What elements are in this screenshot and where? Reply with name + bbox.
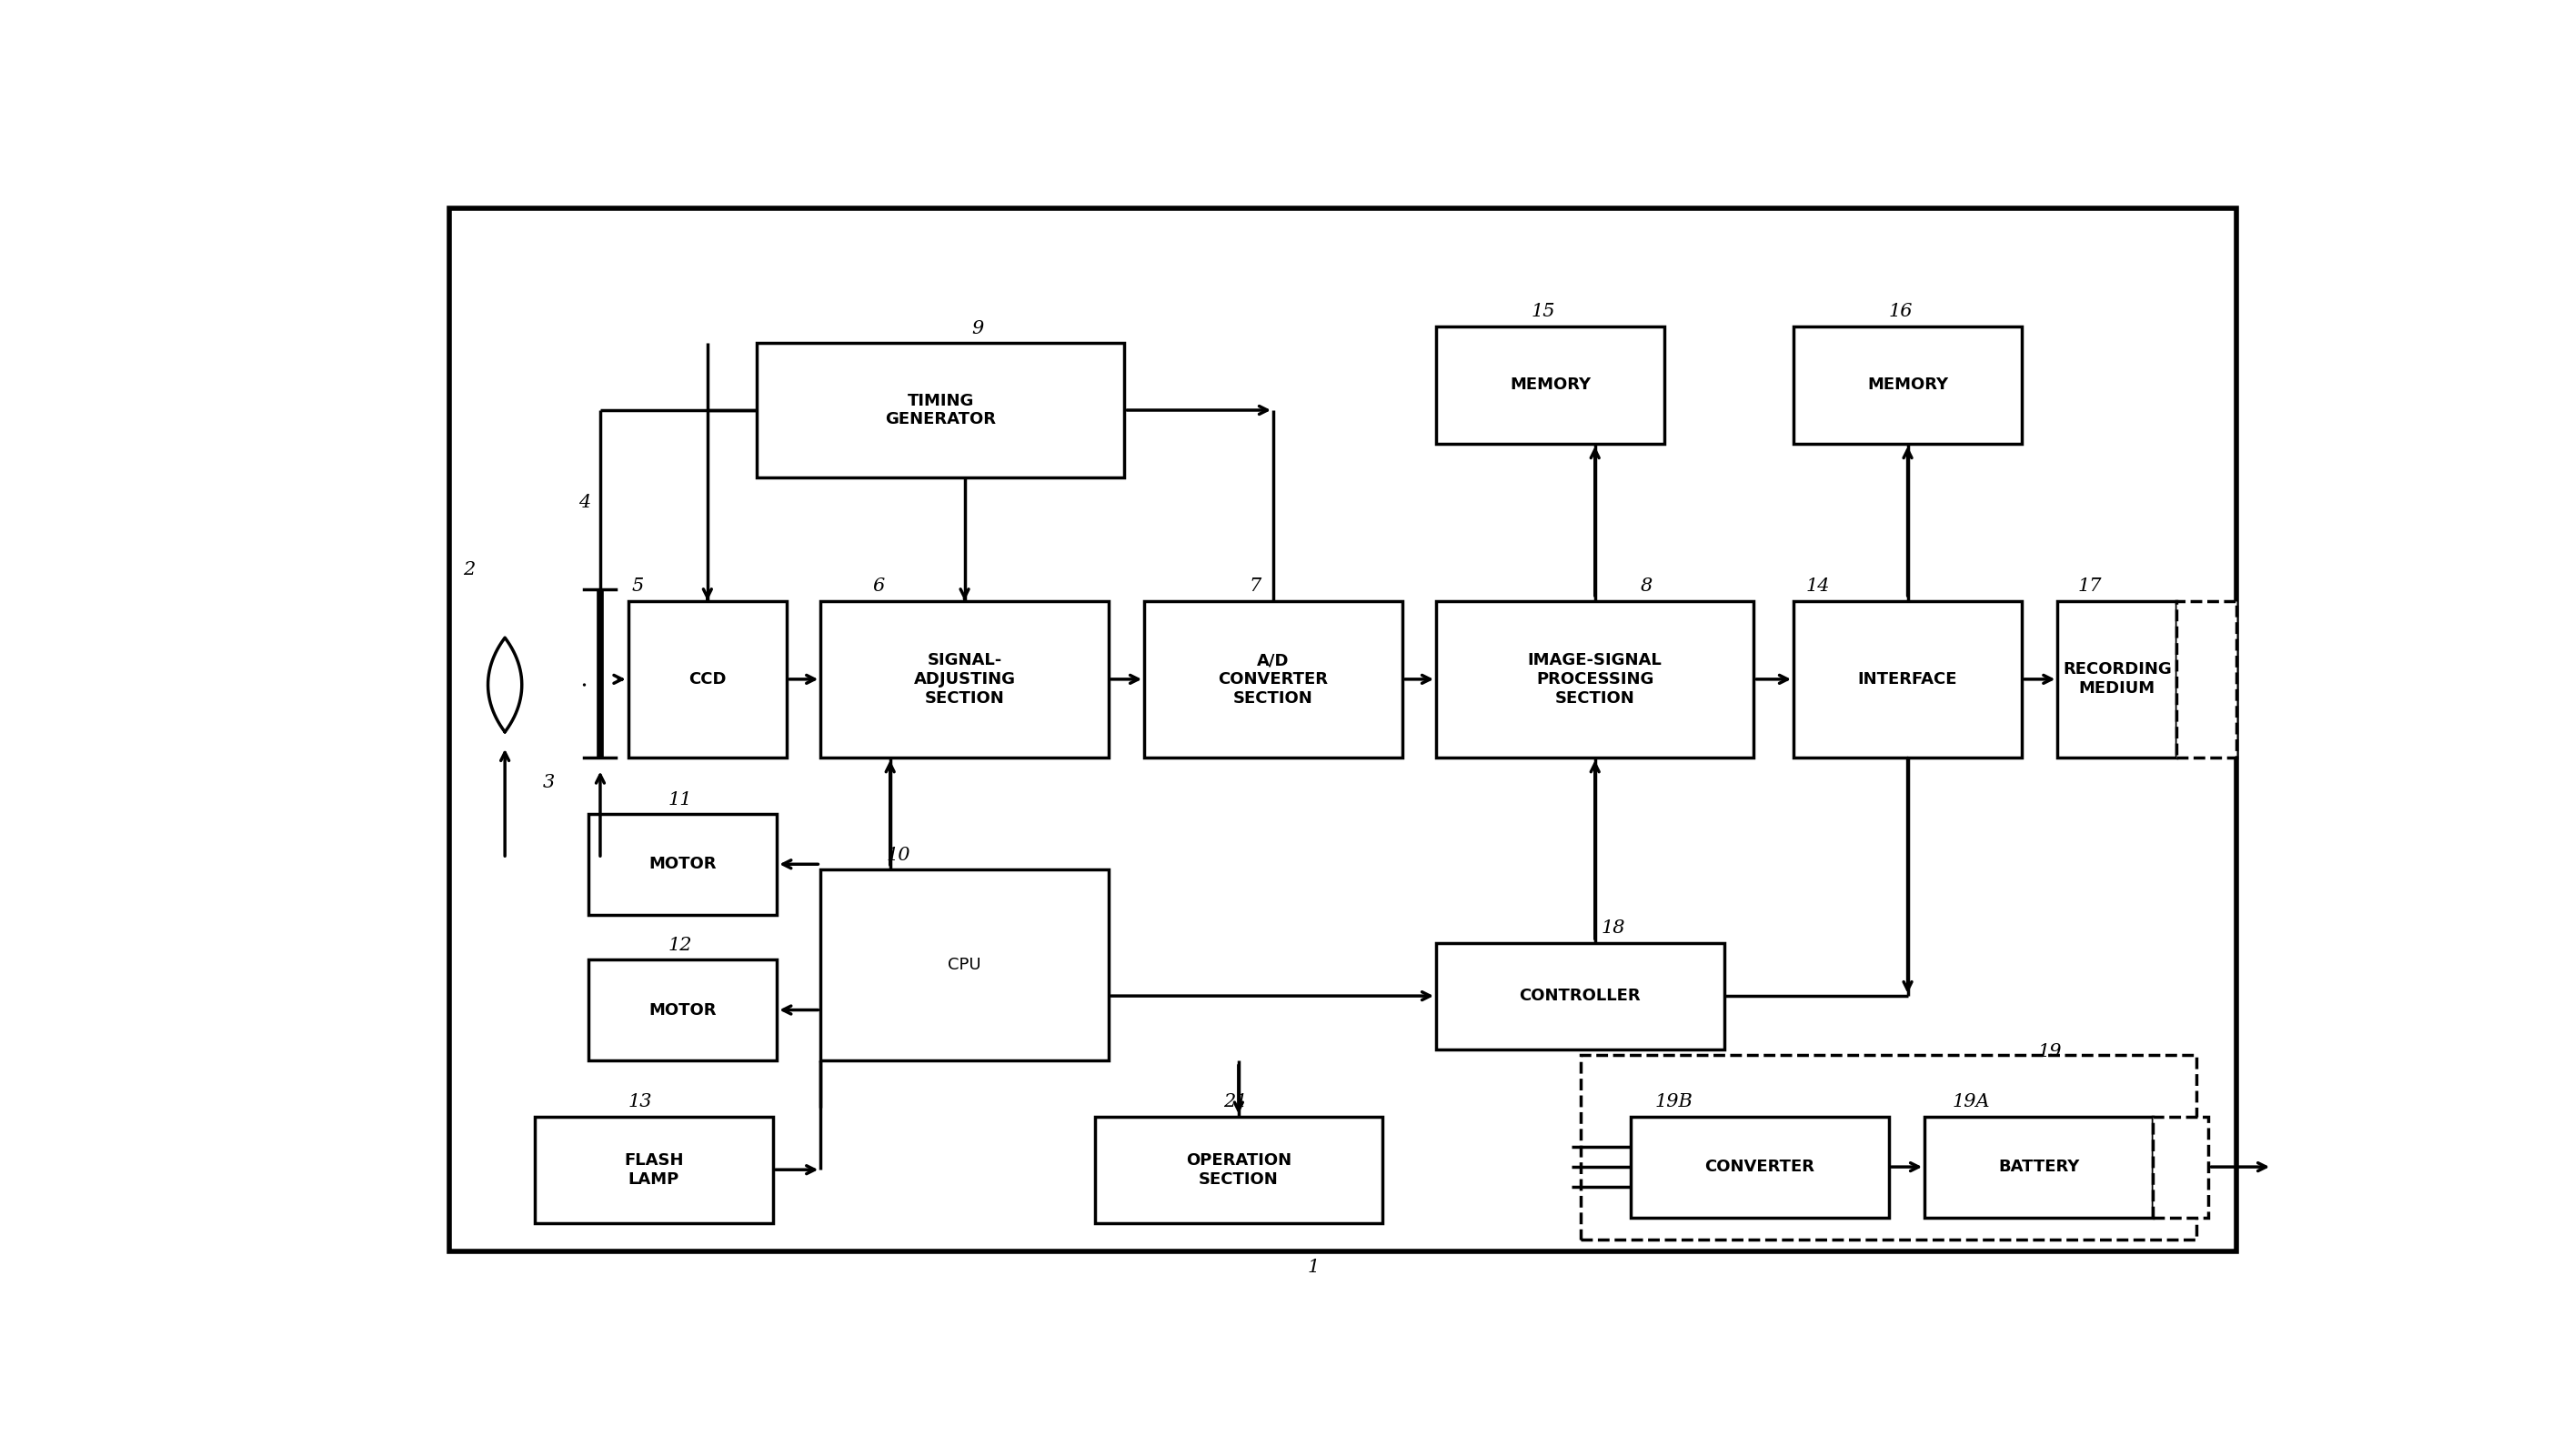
FancyBboxPatch shape bbox=[1793, 326, 2021, 444]
Text: A/D
CONVERTER
SECTION: A/D CONVERTER SECTION bbox=[1220, 652, 1327, 706]
Text: 4: 4 bbox=[579, 494, 589, 511]
Text: 19B: 19B bbox=[1655, 1093, 1693, 1111]
FancyBboxPatch shape bbox=[1094, 1117, 1383, 1223]
Text: BATTERY: BATTERY bbox=[1998, 1159, 2080, 1175]
Text: 19A: 19A bbox=[1952, 1093, 1991, 1111]
Text: 11: 11 bbox=[669, 791, 692, 808]
FancyBboxPatch shape bbox=[1924, 1117, 2152, 1217]
Text: 2: 2 bbox=[464, 561, 477, 578]
FancyBboxPatch shape bbox=[820, 601, 1109, 757]
Text: RECORDING
MEDIUM: RECORDING MEDIUM bbox=[2062, 661, 2173, 697]
FancyBboxPatch shape bbox=[535, 1117, 774, 1223]
Text: 3: 3 bbox=[543, 775, 556, 792]
Text: MOTOR: MOTOR bbox=[648, 1002, 717, 1018]
Text: 14: 14 bbox=[1806, 578, 1829, 596]
Text: SIGNAL-
ADJUSTING
SECTION: SIGNAL- ADJUSTING SECTION bbox=[915, 652, 1015, 706]
Text: 7: 7 bbox=[1250, 578, 1261, 596]
Text: 9: 9 bbox=[971, 320, 984, 338]
FancyBboxPatch shape bbox=[1437, 326, 1665, 444]
Text: 12: 12 bbox=[669, 936, 692, 954]
Text: IMAGE-SIGNAL
PROCESSING
SECTION: IMAGE-SIGNAL PROCESSING SECTION bbox=[1527, 652, 1663, 706]
Text: CONVERTER: CONVERTER bbox=[1704, 1159, 1814, 1175]
FancyBboxPatch shape bbox=[1632, 1117, 1888, 1217]
FancyBboxPatch shape bbox=[448, 208, 2237, 1251]
FancyBboxPatch shape bbox=[820, 869, 1109, 1060]
Text: MEMORY: MEMORY bbox=[1868, 377, 1947, 393]
Text: MEMORY: MEMORY bbox=[1509, 377, 1591, 393]
Text: CONTROLLER: CONTROLLER bbox=[1519, 987, 1640, 1005]
Text: 16: 16 bbox=[1888, 303, 1914, 320]
FancyBboxPatch shape bbox=[2057, 601, 2178, 757]
Text: 18: 18 bbox=[1601, 920, 1624, 938]
Text: 13: 13 bbox=[628, 1093, 653, 1111]
Text: CPU: CPU bbox=[948, 957, 981, 973]
FancyBboxPatch shape bbox=[1581, 1054, 2196, 1241]
FancyBboxPatch shape bbox=[1145, 601, 1401, 757]
Text: 21: 21 bbox=[1225, 1093, 1248, 1111]
Text: 8: 8 bbox=[1640, 578, 1652, 596]
Text: 17: 17 bbox=[2078, 578, 2101, 596]
Text: TIMING
GENERATOR: TIMING GENERATOR bbox=[886, 393, 997, 428]
FancyBboxPatch shape bbox=[1793, 601, 2021, 757]
Text: OPERATION
SECTION: OPERATION SECTION bbox=[1186, 1152, 1291, 1187]
Text: 19: 19 bbox=[2037, 1042, 2062, 1060]
FancyBboxPatch shape bbox=[1437, 942, 1724, 1050]
Text: FLASH
LAMP: FLASH LAMP bbox=[625, 1152, 684, 1187]
FancyBboxPatch shape bbox=[1437, 601, 1755, 757]
FancyBboxPatch shape bbox=[2152, 1117, 2208, 1217]
FancyBboxPatch shape bbox=[2178, 601, 2237, 757]
FancyBboxPatch shape bbox=[628, 601, 787, 757]
FancyBboxPatch shape bbox=[589, 960, 776, 1060]
FancyBboxPatch shape bbox=[758, 344, 1125, 478]
Text: 10: 10 bbox=[886, 847, 910, 865]
Text: INTERFACE: INTERFACE bbox=[1857, 671, 1957, 687]
FancyBboxPatch shape bbox=[589, 814, 776, 914]
Text: 1: 1 bbox=[1307, 1258, 1319, 1275]
Text: MOTOR: MOTOR bbox=[648, 856, 717, 872]
Text: 6: 6 bbox=[871, 578, 884, 596]
Text: 5: 5 bbox=[633, 578, 643, 596]
Text: 15: 15 bbox=[1532, 303, 1555, 320]
Text: CCD: CCD bbox=[689, 671, 725, 687]
